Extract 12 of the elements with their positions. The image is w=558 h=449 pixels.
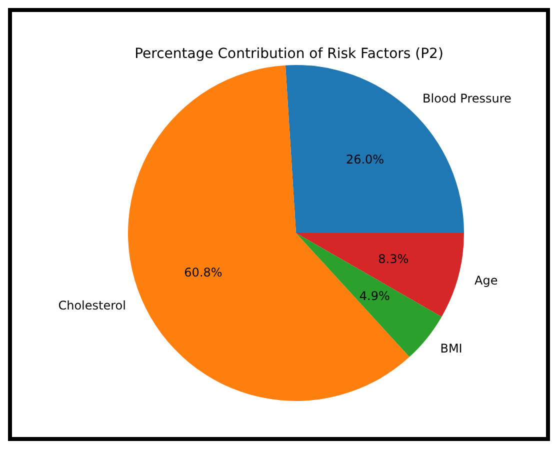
slice-label: Cholesterol (58, 298, 126, 312)
slice-label: BMI (440, 342, 462, 356)
pie-slice (128, 65, 410, 401)
pie-slice (296, 233, 442, 357)
data-label: 8.3% (378, 252, 409, 266)
chart-title: Percentage Contribution of Risk Factors (P2) (134, 46, 444, 62)
data-label: 4.9% (359, 289, 390, 304)
data-label: 60.8% (184, 265, 222, 280)
slice-label: Blood Pressure (422, 91, 512, 106)
slice-label: Age (474, 274, 498, 288)
data-label: 26.0% (346, 152, 384, 167)
pie-slice (296, 233, 464, 317)
